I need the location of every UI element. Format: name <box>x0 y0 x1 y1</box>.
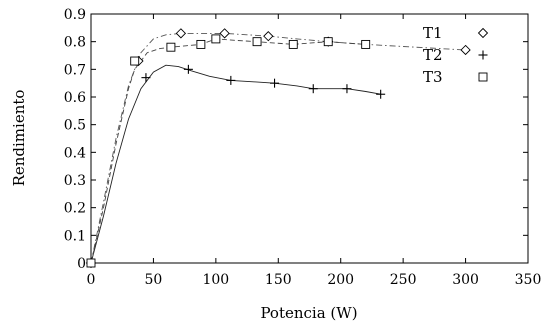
legend: T1 T2 T3 <box>423 24 489 86</box>
y-tick-label: 0.8 <box>64 35 86 51</box>
legend-marker-t3 <box>478 72 488 82</box>
marker-t1 <box>263 30 274 42</box>
y-axis-title: Rendimiento <box>10 90 28 187</box>
marker-t1 <box>175 28 187 39</box>
y-tick-label: 0.6 <box>64 90 86 106</box>
series-lines <box>90 32 466 264</box>
legend-marker-t1 <box>477 27 489 39</box>
marker-t3 <box>252 37 262 47</box>
legend-label-t2: T2 <box>423 46 443 64</box>
y-tick-label: 0.7 <box>64 62 86 78</box>
marker-t3 <box>196 39 206 49</box>
legend-label-t1: T1 <box>423 24 443 42</box>
marker-t3 <box>130 56 140 66</box>
marker-t1 <box>460 44 471 56</box>
series-line-t2 <box>90 64 381 264</box>
series-markers <box>85 28 471 269</box>
axis-ticks: 0 50 100 150 200 250 300 350 0 0.1 0.2 0.3 0.4 0.5 0.6… <box>64 7 542 288</box>
y-tick-label: 0.5 <box>64 118 86 134</box>
y-tick-label: 0.3 <box>64 173 86 189</box>
marker-t2 <box>376 89 386 99</box>
marker-t3 <box>86 258 96 268</box>
series-line-t1 <box>90 32 466 264</box>
legend-marker-t2 <box>478 50 488 60</box>
marker-t2 <box>342 84 352 94</box>
x-tick-label: 100 <box>202 272 229 288</box>
y-tick-label: 0.1 <box>64 228 86 244</box>
marker-t2 <box>226 75 236 85</box>
plot-frame <box>90 13 529 264</box>
marker-t1 <box>219 28 230 39</box>
x-tick-label: 150 <box>265 272 292 288</box>
y-tick-label: 0.4 <box>64 145 86 161</box>
marker-t3 <box>288 39 298 49</box>
x-tick-label: 350 <box>515 272 542 288</box>
y-tick-label: 0.9 <box>64 7 86 23</box>
marker-t3 <box>211 34 221 44</box>
marker-t3 <box>166 42 176 52</box>
legend-label-t3: T3 <box>423 68 443 86</box>
y-tick-label: 0 <box>77 256 86 272</box>
x-tick-label: 50 <box>145 272 163 288</box>
marker-t2 <box>308 84 318 94</box>
x-axis-title: Potencia (W) <box>260 304 357 322</box>
x-tick-label: 200 <box>327 272 354 288</box>
marker-t2 <box>183 64 193 74</box>
y-tick-label: 0.2 <box>64 201 86 217</box>
marker-t3 <box>361 39 371 49</box>
marker-t2 <box>270 78 280 88</box>
x-tick-label: 0 <box>87 272 96 288</box>
marker-t2 <box>141 73 151 83</box>
x-tick-label: 250 <box>390 272 417 288</box>
series-line-t3 <box>90 38 366 264</box>
x-tick-label: 300 <box>452 272 479 288</box>
marker-t3 <box>323 37 333 47</box>
